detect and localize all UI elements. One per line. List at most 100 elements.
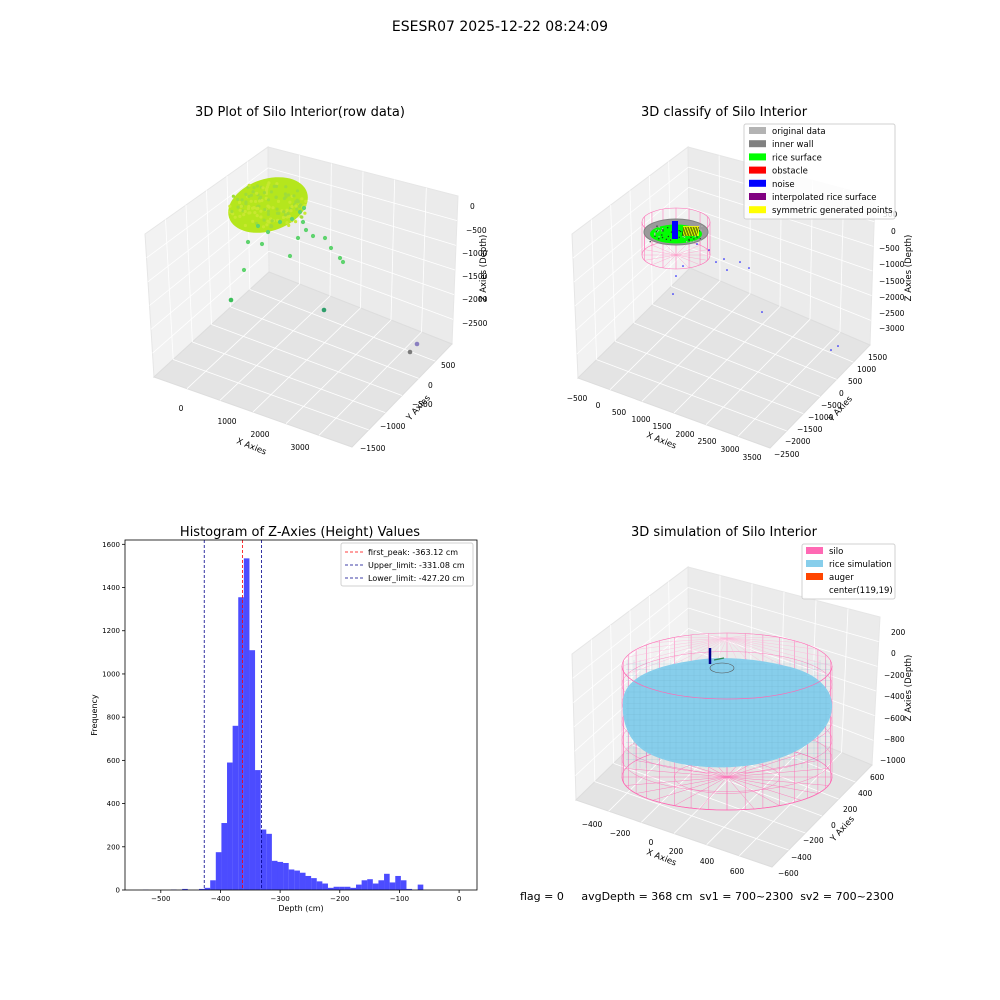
scatter-point [238, 208, 242, 212]
symmetric-hatch [691, 226, 694, 237]
legend-entries: first_peak: -363.12 cm Upper_limit: -331.… [345, 548, 465, 583]
y-tick-label: 200 [107, 843, 120, 851]
histogram-bar [350, 887, 357, 890]
panel-raw-xticks: 0 1000 2000 3000 [179, 404, 310, 452]
tick-label: 600 [870, 773, 885, 782]
panel-classify-title: 3D classify of Silo Interior [641, 105, 808, 120]
scatter-point [262, 218, 266, 222]
scatter-point [247, 194, 251, 199]
scatter-point [661, 230, 663, 232]
scatter-point [281, 215, 286, 220]
panel-histogram: Histogram of Z-Axies (Height) Values −50… [90, 525, 478, 913]
histogram-bar [221, 823, 228, 890]
scatter-point [284, 185, 288, 189]
silo-wire [651, 254, 677, 266]
scatter-point [276, 199, 281, 203]
tick-label: −1500 [462, 272, 488, 281]
scatter-point [662, 230, 664, 232]
tick-label: 0 [470, 202, 475, 211]
scatter-point [830, 349, 832, 351]
scatter-point [236, 205, 240, 209]
tick-label: −2500 [774, 450, 800, 459]
scatter-point [242, 213, 246, 217]
scatter-point [665, 238, 668, 240]
scatter-point [270, 219, 274, 223]
scatter-point [837, 345, 839, 347]
silo-wire [644, 249, 677, 256]
y-tick-label: 600 [107, 757, 120, 765]
tick-label: −1000 [879, 260, 905, 269]
scatter-point [295, 198, 299, 202]
tick-label: −200 [803, 836, 824, 845]
silo-wire [644, 254, 677, 261]
tick-label: 200 [891, 628, 906, 637]
grid-line [739, 752, 842, 857]
scatter-point [255, 214, 259, 218]
silo-wire [621, 776, 833, 811]
scatter-point [304, 199, 308, 203]
scatter-point [266, 212, 270, 216]
scatter-point [243, 209, 247, 214]
legend-label: rice surface [772, 153, 822, 163]
panel-raw-xlabel: X Axies [235, 437, 268, 458]
scatter-point [761, 311, 763, 313]
scatter-point [694, 235, 696, 238]
tick-label: −600 [778, 869, 799, 878]
tick-label: −400 [582, 820, 603, 829]
scatter-point [283, 213, 287, 217]
silo-wire [675, 244, 701, 256]
symmetric-hatch [689, 226, 693, 237]
histogram-bar [198, 888, 205, 890]
legend-label: center(119,19) [829, 586, 893, 596]
tick-label: 1000 [217, 417, 236, 426]
scatter-point [696, 243, 698, 245]
scatter-point [300, 197, 304, 201]
histogram-legend: first_peak: -363.12 cm Upper_limit: -331.… [340, 542, 474, 587]
y-tick-label: 1000 [102, 670, 120, 678]
scatter-point [240, 198, 244, 202]
histogram-bar [406, 888, 413, 890]
scatter-point [715, 261, 717, 263]
scatter-point [322, 235, 328, 241]
tick-label: 0 [839, 389, 844, 398]
tick-label: −400 [791, 853, 812, 862]
panel-raw-3d: 3D Plot of Silo Interior(row data) 0 100… [144, 105, 489, 458]
tick-label: −500 [567, 394, 588, 403]
tick-label: 1500 [652, 422, 671, 431]
scatter-point [228, 297, 234, 303]
scatter-point [244, 202, 248, 206]
histogram-bar [384, 873, 390, 890]
scatter-point [667, 227, 669, 229]
legend-frame [743, 123, 896, 220]
legend-label: Upper_limit: -331.08 cm [368, 561, 465, 570]
scatter-point [292, 194, 296, 198]
scatter-point [241, 209, 245, 213]
histogram-xlabel: Depth (cm) [278, 904, 323, 913]
silo-wire [675, 254, 708, 261]
scatter-point [275, 207, 279, 211]
scatter-point [670, 231, 673, 233]
tick-label: −1500 [360, 444, 386, 453]
scatter-point [657, 231, 659, 233]
silo-wire [675, 254, 690, 269]
histogram-bar [356, 884, 362, 890]
center-marker [713, 657, 725, 661]
scatter-point [259, 209, 263, 213]
scatter-point [251, 190, 255, 194]
x-tick-label: −200 [330, 895, 349, 903]
scatter-point [672, 293, 674, 295]
tick-label: 0 [596, 401, 601, 410]
scatter-point [295, 207, 299, 211]
histogram-bar [182, 888, 188, 890]
legend-swatch [749, 193, 766, 200]
tick-label: −500 [466, 226, 487, 235]
scatter-point [265, 223, 269, 227]
scatter-point [688, 239, 690, 242]
tick-label: 0 [179, 404, 184, 413]
tick-label: −400 [884, 692, 905, 701]
scatter-point [237, 200, 242, 205]
tick-label: −2000 [785, 437, 811, 446]
tick-label: 2000 [250, 430, 269, 439]
scatter-point [654, 233, 656, 235]
scatter-point [680, 230, 682, 233]
